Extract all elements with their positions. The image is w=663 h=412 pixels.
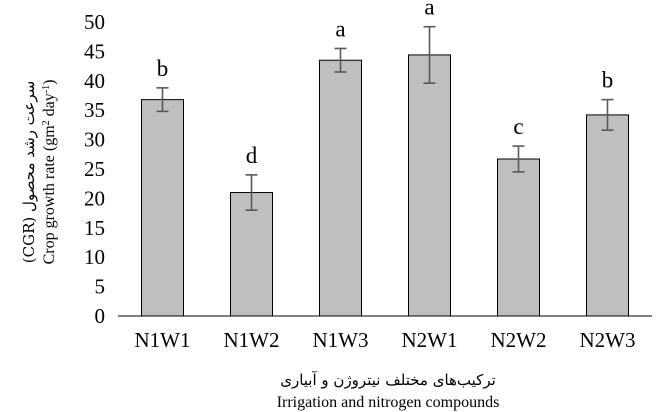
error-bars	[156, 25, 614, 211]
y-tick-label: 30	[84, 128, 105, 152]
x-category-label: N1W1	[135, 328, 191, 352]
bars	[141, 54, 629, 317]
x-category-label: N2W2	[491, 328, 547, 352]
x-category-label: N1W3	[313, 328, 369, 352]
significance-letter: b	[157, 56, 169, 81]
y-axis-ticks: 0 5 10 15 20 25 30 35 40 45 50	[84, 10, 105, 328]
x-category-label: N2W3	[580, 328, 636, 352]
y-axis-title-fa: سرعت رشد محصول (CGR)	[20, 81, 38, 263]
significance-letter: a	[424, 0, 434, 20]
bar	[497, 158, 540, 317]
bar	[408, 54, 451, 317]
x-axis-categories: N1W1 N1W2 N1W3 N2W1 N2W2 N2W3	[135, 328, 636, 352]
significance-letter: a	[335, 16, 345, 41]
x-category-label: N1W2	[224, 328, 280, 352]
y-tick-label: 5	[95, 275, 106, 299]
error-bar	[512, 145, 525, 173]
y-tick-label: 10	[84, 245, 105, 269]
bar	[230, 192, 273, 317]
error-bar	[423, 25, 436, 84]
significance-letter: b	[602, 68, 614, 93]
error-bar	[245, 174, 258, 211]
x-axis-title-fa: ترکیب‌های مختلف نیتروژن و آبیاری	[280, 371, 496, 389]
y-tick-label: 15	[84, 216, 105, 240]
y-tick-label: 35	[84, 98, 105, 122]
error-bar	[334, 47, 347, 73]
y-tick-label: 45	[84, 39, 105, 63]
y-tick-label: 0	[95, 304, 106, 328]
significance-letter: d	[246, 143, 258, 168]
bar	[319, 59, 362, 317]
error-bar	[601, 98, 614, 131]
bar	[141, 99, 184, 317]
x-axis-title-en: Irrigation and nitrogen compounds	[277, 394, 500, 411]
y-tick-label: 40	[84, 69, 105, 93]
y-tick-label: 25	[84, 157, 105, 181]
significance-letter: c	[513, 114, 523, 139]
y-tick-label: 20	[84, 186, 105, 210]
y-axis-title: سرعت رشد محصول (CGR) Crop growth rate (g…	[20, 80, 58, 265]
y-axis-title-en: Crop growth rate (gm2 day-1)	[41, 80, 59, 265]
x-category-label: N2W1	[402, 328, 458, 352]
significance-letters: b d a a c b	[157, 0, 614, 168]
error-bar	[156, 87, 169, 113]
y-tick-label: 50	[84, 10, 105, 34]
bar	[586, 114, 629, 317]
